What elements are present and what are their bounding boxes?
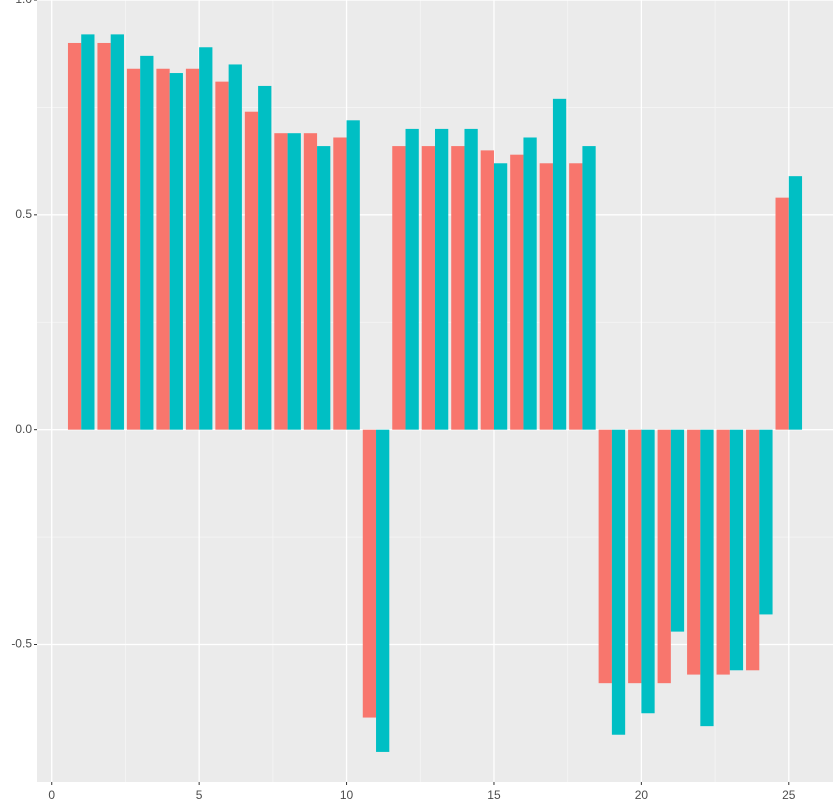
bar-series1-x15 [480, 150, 494, 430]
bar-series1-x17 [539, 163, 553, 430]
bar-series2-x14 [464, 128, 478, 430]
bar-series1-x9 [303, 133, 318, 430]
bar-series2-x4 [169, 73, 183, 430]
x-tick-label: 15 [487, 788, 501, 802]
bar-series1-x6 [215, 81, 229, 430]
bar-series1-x24 [746, 429, 760, 671]
bar-series2-x13 [435, 128, 449, 430]
bar-series1-x10 [333, 137, 347, 430]
x-tick-label: 0 [48, 788, 55, 802]
bar-series2-x7 [258, 85, 272, 430]
bar-series1-x23 [716, 429, 730, 675]
bar-series1-x22 [687, 429, 701, 675]
bar-series1-x20 [628, 429, 642, 684]
x-axis: 0 5 10 15 20 25 [48, 782, 796, 802]
x-tick-label: 20 [635, 788, 649, 802]
bar-series1-x14 [451, 146, 465, 430]
x-tick-label: 25 [782, 788, 796, 802]
bar-series1-x19 [598, 429, 612, 684]
bar-series1-x21 [657, 429, 671, 684]
bar-series2-x6 [228, 64, 242, 430]
bars [67, 34, 803, 752]
bar-series1-x16 [510, 154, 524, 430]
bar-series2-x8 [287, 133, 301, 430]
bar-series1-x12 [392, 146, 406, 430]
bar-series1-x5 [185, 68, 200, 430]
bar-series2-x17 [552, 98, 567, 430]
y-tick-label: 1.0 [15, 0, 32, 6]
bar-series2-x16 [523, 137, 537, 430]
bar-series1-x13 [421, 146, 435, 430]
x-tick-label: 5 [196, 788, 203, 802]
bar-series2-x15 [493, 163, 508, 430]
bar-series2-x19 [611, 429, 626, 735]
bar-series1-x8 [274, 133, 288, 430]
bar-series2-x21 [670, 429, 685, 632]
bar-series2-x2 [110, 34, 124, 430]
bar-series1-x11 [362, 429, 377, 718]
y-axis: 1.0 0.5 0.0 -0.5 [11, 0, 37, 651]
bar-series1-x25 [775, 197, 789, 430]
bar-series2-x9 [317, 146, 331, 430]
bar-series2-x12 [405, 128, 419, 430]
bar-series2-x3 [140, 55, 154, 430]
bar-series1-x4 [156, 68, 170, 430]
bar-series2-x18 [582, 146, 596, 430]
bar-series1-x18 [569, 163, 583, 430]
bar-series1-x7 [244, 111, 259, 430]
bar-series2-x25 [788, 176, 803, 430]
y-tick-label: -0.5 [11, 637, 32, 651]
bar-series2-x10 [346, 120, 360, 430]
y-tick-label: 0.0 [15, 422, 32, 436]
y-tick-label: 0.5 [15, 207, 32, 221]
bar-series1-x3 [126, 68, 141, 430]
x-tick-label: 10 [340, 788, 354, 802]
bar-series2-x1 [81, 34, 95, 430]
bar-series2-x22 [700, 429, 714, 727]
bar-series2-x20 [641, 429, 655, 714]
bar-series2-x23 [729, 429, 744, 671]
bar-series1-x2 [97, 42, 111, 430]
bar-series2-x5 [199, 47, 213, 430]
bar-series2-x24 [759, 429, 773, 615]
bar-series2-x11 [376, 429, 390, 752]
bar-series1-x1 [67, 42, 82, 430]
